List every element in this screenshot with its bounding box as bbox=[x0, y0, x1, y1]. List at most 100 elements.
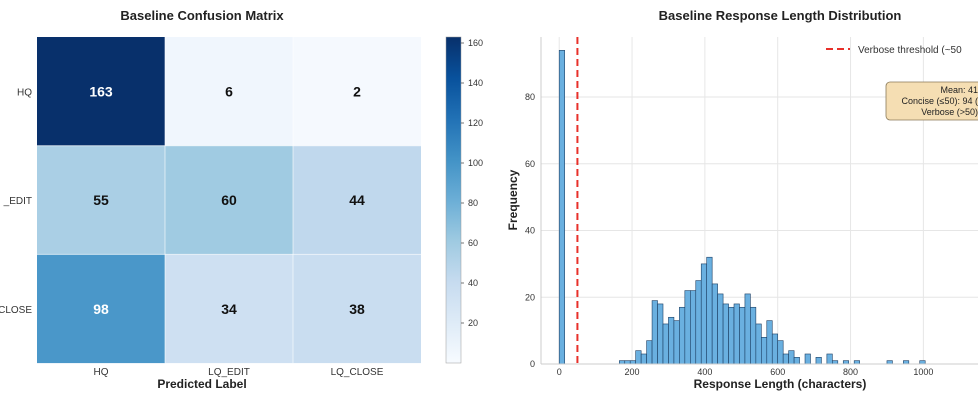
hist-bar bbox=[755, 323, 762, 365]
cm-cell bbox=[293, 37, 421, 146]
hist-y-ticks: 0 20 40 60 80 bbox=[525, 92, 535, 369]
cm-cell bbox=[293, 254, 421, 364]
hist-bar bbox=[853, 360, 860, 365]
hist-bar bbox=[842, 360, 850, 365]
cm-x-tick-label: LQ_EDIT bbox=[208, 367, 250, 378]
cm-colorbar bbox=[445, 36, 462, 364]
hist-bar bbox=[706, 256, 713, 365]
hist-bar bbox=[640, 353, 647, 365]
cm-cell bbox=[165, 145, 293, 255]
hist-x-tick-label: 1000 bbox=[913, 367, 933, 377]
hist-bar bbox=[761, 337, 768, 365]
cm-cells: 163 6 2 55 60 44 98 34 38 bbox=[37, 37, 421, 364]
hist-x-tick-label: 400 bbox=[697, 367, 712, 377]
cm-cell bbox=[37, 145, 165, 255]
cm-cell-value: 38 bbox=[349, 301, 365, 317]
confusion-matrix-chart: Baseline Confusion Matrix 163 6 2 55 60 44 98 3… bbox=[0, 8, 483, 391]
hist-bar bbox=[733, 303, 740, 365]
hist-y-axis-label: Frequency bbox=[506, 169, 520, 230]
cm-colorbar-tick-label: 140 bbox=[468, 78, 483, 88]
hist-bar bbox=[684, 290, 691, 365]
hist-bar bbox=[558, 50, 565, 365]
hist-bar bbox=[826, 353, 833, 365]
hist-bar bbox=[717, 293, 724, 365]
hist-y-tick-label: 40 bbox=[525, 226, 535, 236]
hist-bar bbox=[635, 350, 642, 365]
stats-box-frame bbox=[885, 81, 978, 121]
cm-cell bbox=[293, 145, 421, 255]
hist-bar bbox=[679, 306, 686, 365]
hist-bar bbox=[668, 316, 675, 365]
hist-y-tick-label: 80 bbox=[525, 92, 535, 102]
cm-y-tick-label: HQ bbox=[17, 87, 32, 98]
cm-cell-value: 44 bbox=[349, 192, 365, 208]
cm-y-tick-label: CLOSE bbox=[0, 305, 32, 316]
hist-x-axis-label: Response Length (characters) bbox=[694, 377, 867, 391]
cm-cell-value: 2 bbox=[353, 83, 361, 99]
cm-cell-value: 60 bbox=[221, 192, 237, 208]
histogram-chart: Baseline Response Length Distribution 0 2… bbox=[506, 8, 978, 391]
hist-bar bbox=[919, 360, 926, 365]
hist-bar bbox=[722, 303, 729, 365]
hist-bar bbox=[673, 320, 680, 365]
stats-mean: Mean: 41 bbox=[940, 85, 978, 95]
hist-bar bbox=[782, 353, 789, 365]
hist-bar bbox=[750, 306, 757, 365]
hist-bar bbox=[766, 320, 773, 365]
hist-bar bbox=[690, 290, 697, 365]
cm-cell-value: 163 bbox=[89, 83, 113, 99]
cm-colorbar-tick-label: 60 bbox=[468, 238, 478, 248]
hist-y-tick-label: 0 bbox=[530, 359, 535, 369]
hist-bar bbox=[728, 306, 735, 365]
hist-bar bbox=[793, 357, 800, 365]
hist-bar bbox=[651, 300, 658, 365]
legend-threshold-label: Verbose threshold (~50 bbox=[858, 45, 962, 56]
stats-verbose: Verbose (>50) bbox=[921, 107, 978, 117]
hist-bar bbox=[777, 340, 784, 365]
cm-y-ticks: HQ _EDIT CLOSE bbox=[0, 87, 32, 315]
hist-bar bbox=[804, 353, 811, 365]
cm-colorbar-ticks: 20 40 60 80 100 120 140 160 bbox=[461, 38, 483, 328]
cm-colorbar-tick-label: 100 bbox=[468, 158, 483, 168]
cm-colorbar-tick-label: 160 bbox=[468, 38, 483, 48]
hist-stats-box: Mean: 41 Concise (≤50): 94 ( Verbose (>5… bbox=[885, 81, 978, 121]
hist-x-tick-label: 0 bbox=[557, 367, 562, 377]
hist-bar bbox=[903, 360, 910, 365]
hist-bar bbox=[646, 340, 653, 365]
hist-bar bbox=[624, 360, 631, 365]
hist-bar bbox=[711, 283, 718, 365]
hist-bar bbox=[700, 263, 707, 365]
hist-x-ticks: 0 200 400 600 800 1000 bbox=[557, 367, 934, 377]
cm-colorbar-tick-label: 20 bbox=[468, 318, 478, 328]
hist-legend: Verbose threshold (~50 bbox=[826, 45, 962, 56]
hist-bar bbox=[739, 306, 746, 365]
stats-concise: Concise (≤50): 94 ( bbox=[902, 96, 978, 106]
hist-bar bbox=[832, 360, 839, 365]
hist-bar bbox=[788, 350, 795, 365]
hist-x-tick-label: 800 bbox=[843, 367, 858, 377]
cm-colorbar-tick-label: 120 bbox=[468, 118, 483, 128]
cm-colorbar-tick-label: 40 bbox=[468, 278, 478, 288]
cm-cell bbox=[37, 254, 165, 364]
hist-bar bbox=[815, 357, 822, 365]
cm-cell-value: 6 bbox=[225, 83, 233, 99]
hist-bars bbox=[558, 50, 926, 365]
hist-bar bbox=[629, 360, 636, 365]
hist-bar bbox=[695, 280, 702, 365]
hist-x-tick-label: 600 bbox=[770, 367, 785, 377]
cm-colorbar-tick-label: 80 bbox=[468, 198, 478, 208]
hist-bar bbox=[744, 293, 751, 365]
hist-bar bbox=[886, 360, 893, 365]
cm-x-ticks: HQ LQ_EDIT LQ_CLOSE bbox=[94, 367, 384, 378]
cm-x-axis-label: Predicted Label bbox=[157, 377, 246, 391]
hist-bar bbox=[657, 303, 664, 365]
hist-bar bbox=[771, 333, 779, 365]
cm-cell-value: 55 bbox=[93, 192, 109, 208]
cm-cell bbox=[37, 37, 165, 146]
hist-bar bbox=[662, 323, 669, 365]
cm-cell-value: 34 bbox=[221, 301, 237, 317]
cm-cell bbox=[165, 37, 293, 146]
hist-bar bbox=[618, 360, 626, 365]
cm-x-tick-label: HQ bbox=[94, 367, 109, 378]
